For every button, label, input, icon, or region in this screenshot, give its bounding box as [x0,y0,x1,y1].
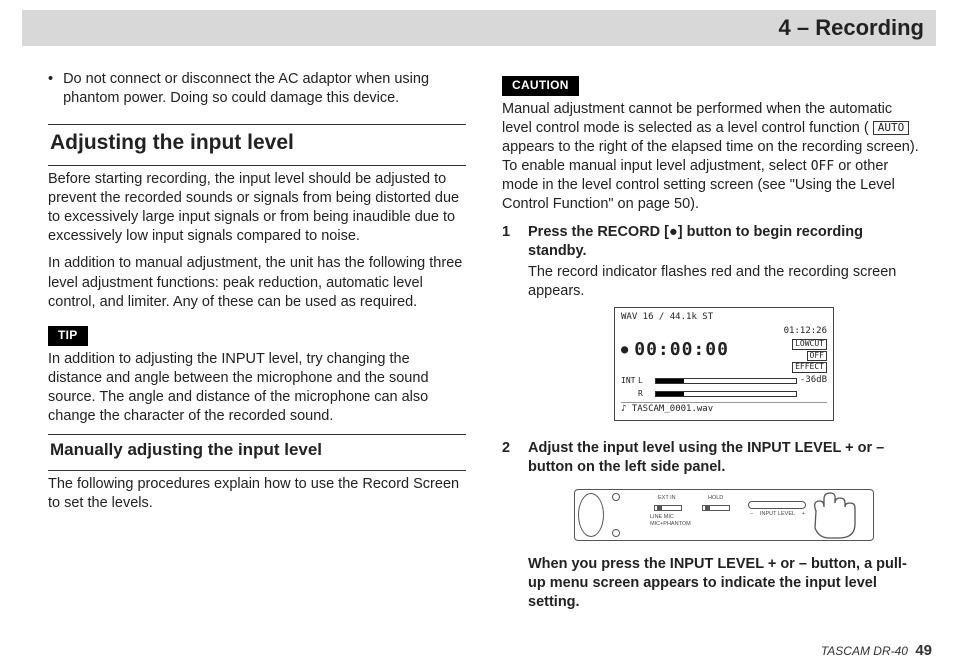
mic-phantom-label: MIC+PHANTOM [650,521,691,528]
caution-pre: Manual adjustment cannot be performed wh… [502,101,892,136]
lcd-elapsed-time: 00:00:00 [634,338,729,362]
bullet-item: • Do not connect or disconnect the AC ad… [48,70,466,108]
footer-model: TASCAM DR-40 [821,644,908,658]
caution-block: CAUTION Manual adjustment cannot be perf… [502,70,920,215]
input-level-label: INPUT LEVEL [760,511,795,518]
chapter-header: 4 – Recording [22,10,936,46]
step-number: 2 [502,439,518,613]
adjust-section: Adjusting the input level [48,124,466,166]
divider [48,434,466,435]
tip-badge: TIP [48,326,88,346]
device-jack-icon [578,493,604,537]
chapter-title: 4 – Recording [779,15,924,41]
lcd-db: -36dB [800,375,827,387]
effect-chip: EFFECT [792,362,827,373]
divider [48,124,466,125]
hand-pointer-icon [796,487,868,541]
lowcut-chip: LOWCUT [792,339,827,350]
divider [48,165,466,166]
lcd-filename-row: ♪ TASCAM_0001.wav [621,402,827,416]
recording-screen-figure: WAV 16 / 44.1k ST ● 00:00:00 01:12:26 LO… [614,307,834,421]
footer-page-number: 49 [915,642,932,659]
manual-p1: The following procedures explain how to … [48,475,466,513]
ext-in-label: EXT IN [658,495,676,502]
note-icon: ♪ [621,404,626,414]
caution-text: Manual adjustment cannot be performed wh… [502,100,920,215]
lcd-meter-r [655,391,797,397]
lcd-meters: INT L -36dB R -36dB [621,375,827,400]
section-heading-manual: Manually adjusting the input level [50,439,466,461]
hold-label: HOLD [708,495,723,502]
step-2-tail: When you press the INPUT LEVEL + or – bu… [528,555,920,612]
divider [48,470,466,471]
bullet-text: Do not connect or disconnect the AC adap… [63,70,466,108]
step-body: Press the RECORD [●] button to begin rec… [528,223,920,431]
caution-badge: CAUTION [502,76,579,96]
device-side-panel-figure: EXT IN LINE MIC MIC+PHANTOM HOLD − INPUT… [574,481,874,549]
record-dot-icon: ● [621,342,628,358]
bullet-dot-icon: • [48,70,53,108]
off-text: OFF [811,159,834,174]
section-heading-adjust: Adjusting the input level [50,129,466,157]
step-body: Adjust the input level using the INPUT L… [528,439,920,613]
lcd-filename: TASCAM_0001.wav [632,404,713,414]
step-1: 1 Press the RECORD [●] button to begin r… [502,223,920,431]
ext-in-slider [654,505,682,511]
lcd-meter-l [655,378,797,384]
page-content: • Do not connect or disconnect the AC ad… [48,70,920,621]
auto-chip-icon: AUTO [873,121,910,135]
off-chip: OFF [807,351,827,362]
tip-block: TIP In addition to adjusting the INPUT l… [48,320,466,426]
lcd-ch-l: L [638,376,652,387]
step-1-text: The record indicator flashes red and the… [528,263,920,301]
page-footer: TASCAM DR-40 49 [821,642,932,659]
lcd-remaining: 01:12:26 [784,326,827,338]
lcd-ch-r: R [638,389,652,400]
minus-label: − [750,511,753,518]
step-number: 1 [502,223,518,431]
hold-slider [702,505,730,511]
steps-list: 1 Press the RECORD [●] button to begin r… [502,223,920,613]
adjust-p2: In addition to manual adjustment, the un… [48,254,466,311]
step-2-head: Adjust the input level using the INPUT L… [528,439,920,477]
step-2: 2 Adjust the input level using the INPUT… [502,439,920,613]
tip-text: In addition to adjusting the INPUT level… [48,350,466,427]
step-1-head: Press the RECORD [●] button to begin rec… [528,223,920,261]
manual-section: Manually adjusting the input level The f… [48,434,466,513]
lcd-format: WAV 16 / 44.1k ST [621,312,713,324]
lcd-int-label: INT [621,376,635,387]
adjust-p1: Before starting recording, the input lev… [48,170,466,247]
